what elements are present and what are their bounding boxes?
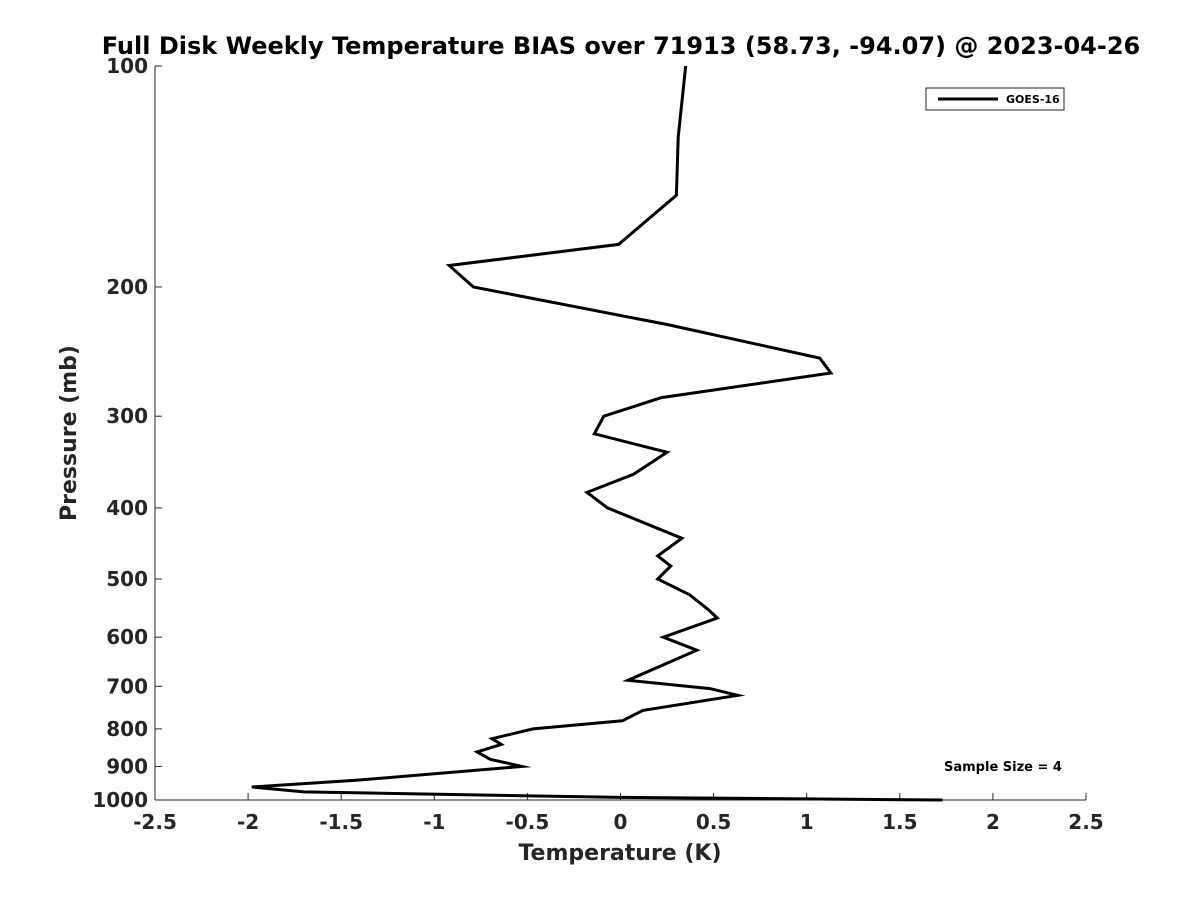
y-tick-label: 800 [106, 717, 148, 741]
x-tick-label: 1 [800, 810, 814, 834]
x-ticks: -2.5 -2 -1.5 -1 -0.5 0 0.5 1 1.5 2 2.5 [133, 793, 1104, 834]
x-tick-label: 1.5 [882, 810, 917, 834]
series-line-goes-16 [251, 65, 943, 802]
y-axis-label: Pressure (mb) [57, 345, 82, 521]
x-tick-label: 2 [986, 810, 1000, 834]
legend: GOES-16 [925, 87, 1065, 111]
x-tick-label: 0 [614, 810, 628, 834]
x-tick-label: -0.5 [506, 810, 550, 834]
y-tick-label: 100 [106, 54, 148, 78]
sample-size-annotation: Sample Size = 4 [944, 760, 1062, 775]
x-tick-label: -2 [237, 810, 259, 834]
legend-label-goes-16: GOES-16 [1006, 93, 1060, 106]
y-tick-label: 300 [106, 404, 148, 428]
chart-title: Full Disk Weekly Temperature BIAS over 7… [102, 32, 1141, 60]
x-tick-label: 2.5 [1068, 810, 1103, 834]
series-layer [251, 65, 943, 802]
x-tick-label: -1 [423, 810, 445, 834]
y-tick-label: 1000 [92, 788, 148, 812]
y-tick-label: 700 [106, 674, 148, 698]
x-axis-label: Temperature (K) [518, 841, 721, 866]
y-tick-label: 400 [106, 496, 148, 520]
y-tick-label: 500 [106, 567, 148, 591]
y-ticks: 100 200 300 400 500 600 700 800 900 1000 [92, 54, 162, 812]
y-tick-label: 900 [106, 754, 148, 778]
x-tick-label: -2.5 [133, 810, 177, 834]
plot-area: 100 200 300 400 500 600 700 800 900 1000 -2.5 -2 -1… [92, 54, 1103, 834]
y-tick-label: 600 [106, 625, 148, 649]
x-tick-label: 0.5 [696, 810, 731, 834]
y-tick-label: 200 [106, 275, 148, 299]
x-tick-label: -1.5 [319, 810, 363, 834]
